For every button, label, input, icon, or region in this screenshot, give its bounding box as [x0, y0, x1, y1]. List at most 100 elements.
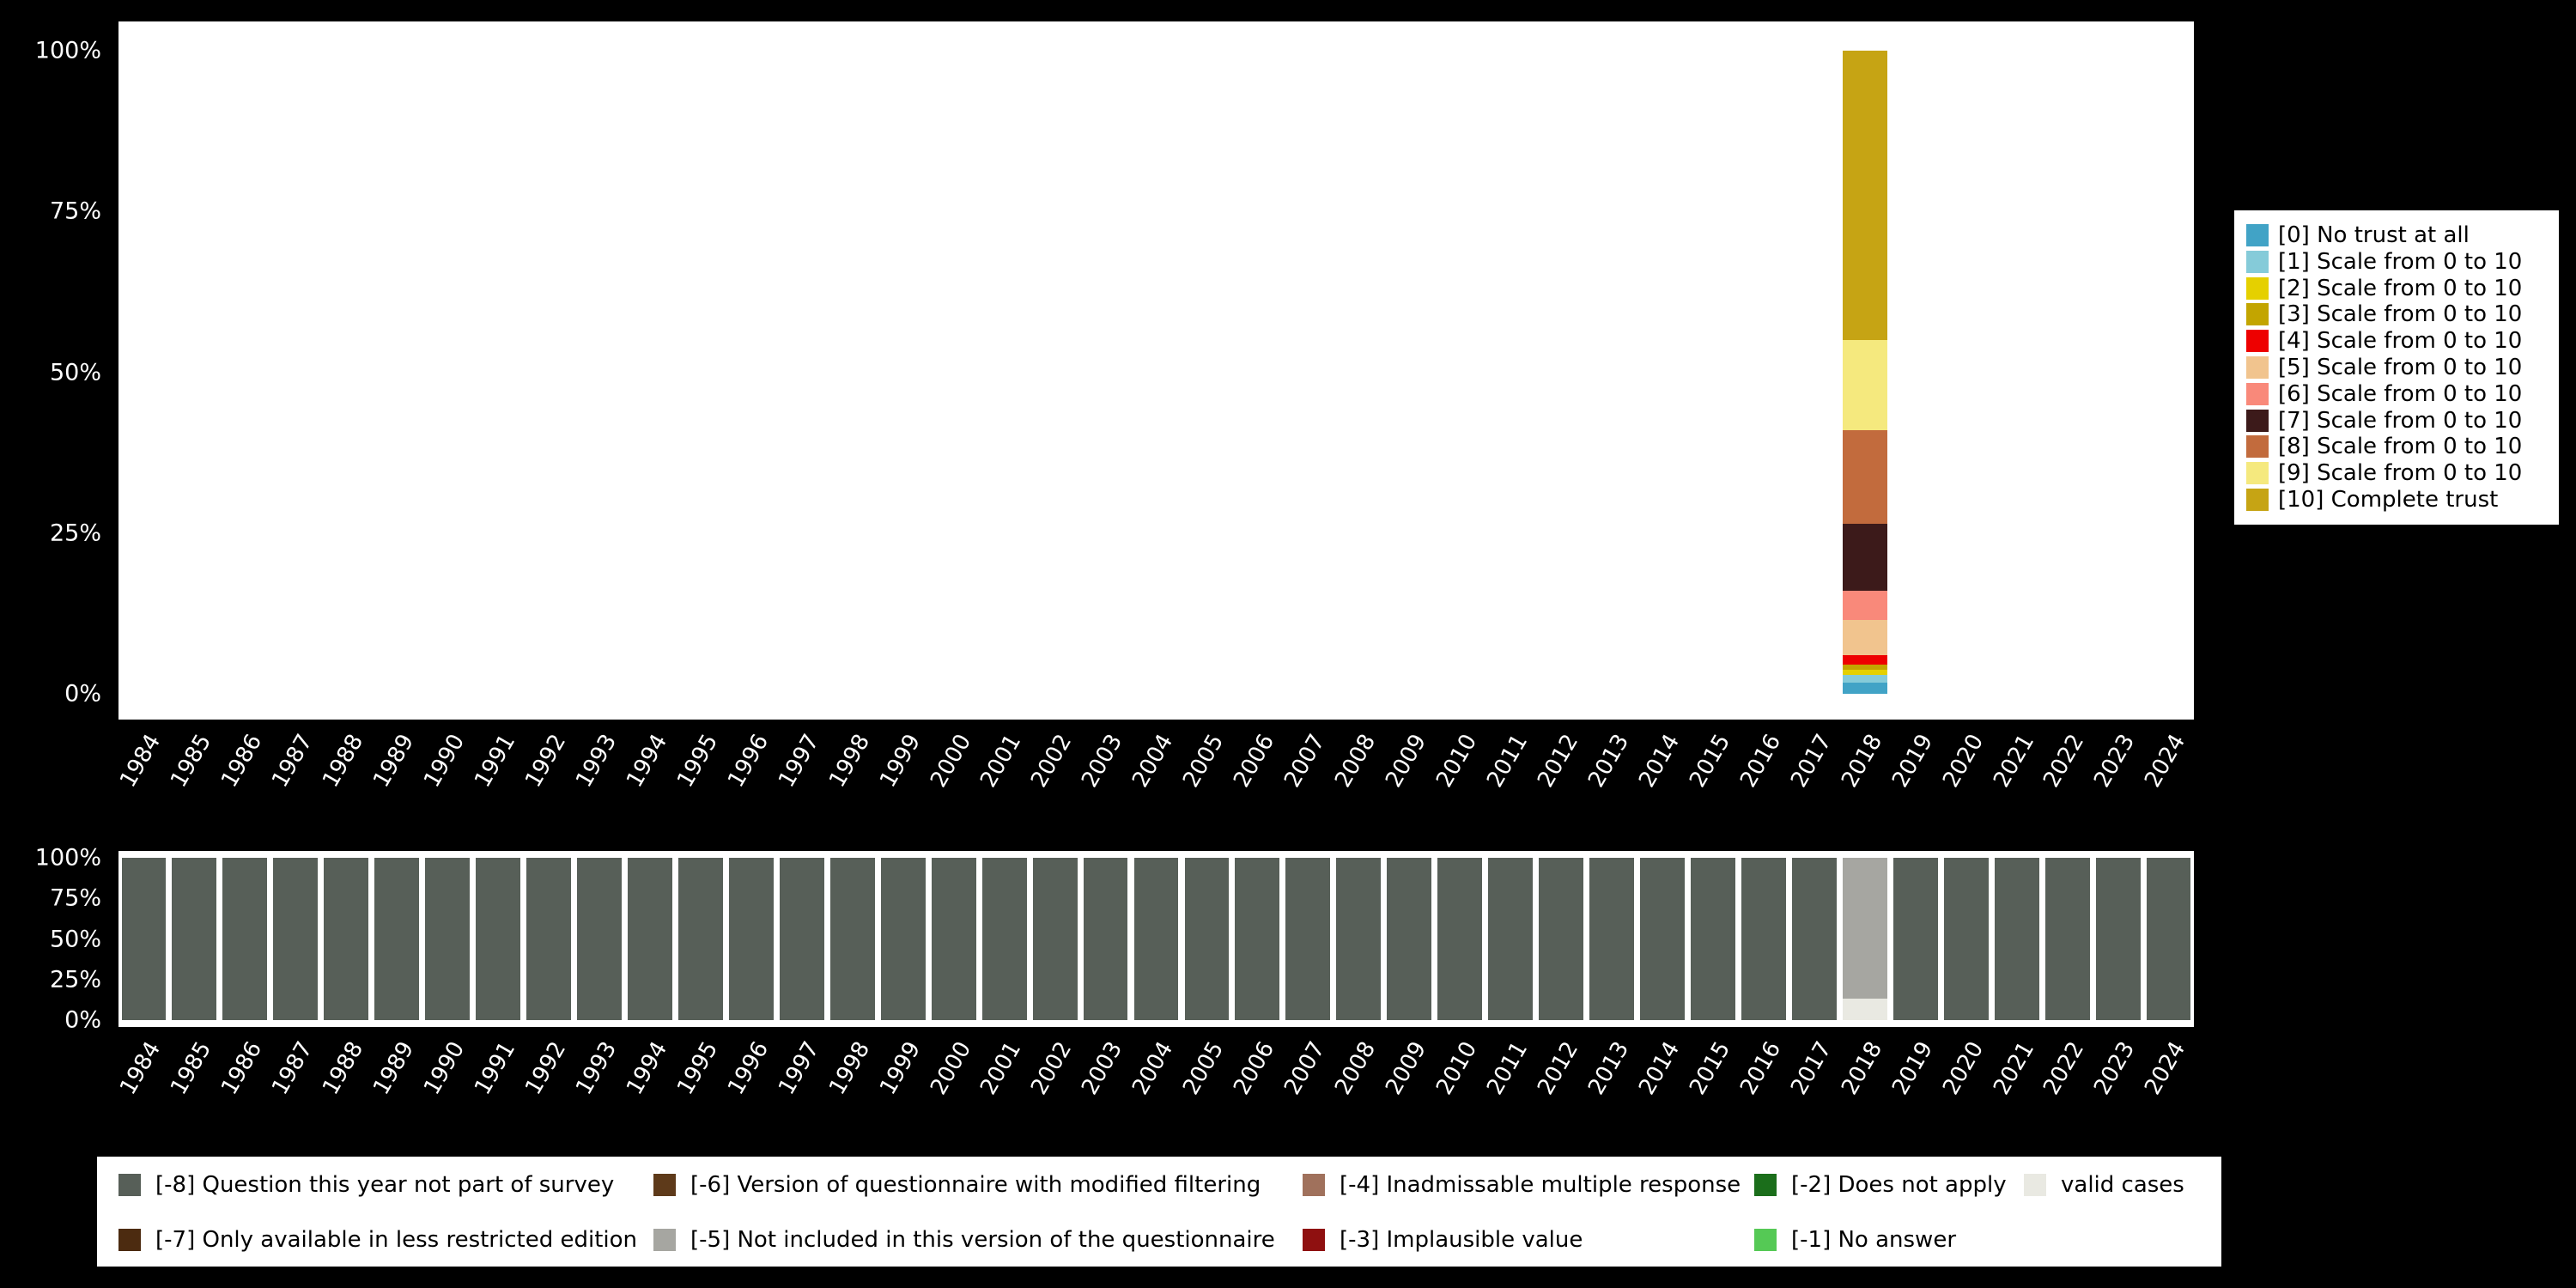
legend-item: [6] Scale from 0 to 10: [2246, 381, 2547, 407]
x-axis-year-label: 2007: [1279, 730, 1331, 793]
y-axis-tick-label: 0%: [64, 1006, 101, 1034]
x-axis-year-label: 2017: [1785, 730, 1837, 793]
bar-segment-2018: [1842, 670, 1887, 675]
bar-segment-2018: [1842, 429, 1887, 524]
x-axis-year-label: 2023: [2089, 730, 2141, 793]
x-axis-year-label: 1988: [318, 1037, 369, 1100]
legend-item: [10] Complete trust: [2246, 487, 2547, 513]
x-axis-year-label: 2002: [1026, 730, 1078, 793]
x-axis-year-label: 2018: [1836, 730, 1887, 793]
top-chart-plot-area: [118, 21, 2194, 720]
legend-label: [-7] Only available in less restricted e…: [155, 1227, 638, 1253]
y-axis-tick-label: 25%: [49, 966, 101, 993]
bar-segment-1991: [476, 858, 521, 1020]
bottom-chart-x-axis: 1984 1985 1986 1987 1988 1989 1990 1991 1992 1993…: [115, 1027, 2194, 1164]
bar-segment-2011: [1488, 858, 1534, 1020]
x-axis-year-label: 1995: [671, 1037, 723, 1100]
bar-segment-2018: [1842, 683, 1887, 694]
x-axis-year-label: 2008: [1330, 730, 1382, 793]
x-axis-year-label: 2000: [925, 1037, 976, 1100]
legend-swatch: [118, 1229, 141, 1251]
x-axis-year-label: 1998: [823, 730, 875, 793]
bar-segment-2017: [1791, 858, 1837, 1020]
x-axis-year-label: 1984: [115, 730, 167, 793]
x-axis-year-label: 2019: [1886, 1037, 1938, 1100]
legend-label: [2] Scale from 0 to 10: [2278, 275, 2523, 301]
legend-swatch: [1303, 1229, 1325, 1251]
bar-segment-2023: [2095, 858, 2141, 1020]
legend-label: [8] Scale from 0 to 10: [2278, 434, 2523, 460]
bar-segment-2012: [1539, 858, 1584, 1020]
bar-segment-2005: [1184, 858, 1230, 1020]
x-axis-year-label: 2013: [1583, 730, 1635, 793]
legend-swatch: [118, 1174, 141, 1196]
bar-segment-1992: [526, 858, 572, 1020]
x-axis-year-label: 1996: [722, 730, 774, 793]
legend-label: [10] Complete trust: [2278, 486, 2499, 513]
legend-swatch: [2246, 303, 2269, 326]
x-axis-year-label: 2019: [1886, 730, 1938, 793]
legend-item: valid cases: [2024, 1172, 2184, 1198]
x-axis-year-label: 1991: [470, 1037, 521, 1100]
legend-swatch: [2246, 224, 2269, 246]
x-axis-year-label: 2004: [1127, 1037, 1179, 1100]
legend-item: [3] Scale from 0 to 10: [2246, 301, 2547, 327]
x-axis-year-label: 1997: [773, 1037, 824, 1100]
x-axis-year-label: 1995: [671, 730, 723, 793]
x-axis-year-label: 2024: [2140, 730, 2191, 793]
bar-segment-2018: [1842, 340, 1887, 430]
legend-swatch: [1754, 1229, 1777, 1251]
bar-segment-1988: [324, 858, 369, 1020]
legend-swatch: [2246, 355, 2269, 379]
legend-item: [7] Scale from 0 to 10: [2246, 408, 2547, 434]
x-axis-year-label: 1994: [621, 1037, 672, 1100]
bar-segment-2018: [1842, 655, 1887, 665]
x-axis-year-label: 2022: [2038, 730, 2090, 793]
legend-swatch: [2246, 409, 2269, 432]
bar-segment-1996: [728, 858, 774, 1020]
legend-label: [9] Scale from 0 to 10: [2278, 460, 2523, 487]
bar-segment-1990: [425, 858, 471, 1020]
x-axis-year-label: 2015: [1684, 1037, 1735, 1100]
bar-segment-1994: [628, 858, 672, 1020]
legend-swatch: [2246, 330, 2269, 353]
legend-label: [-4] Inadmissable multiple response: [1340, 1172, 1741, 1198]
bar-segment-2002: [1032, 858, 1078, 1020]
x-axis-year-label: 1999: [874, 730, 926, 793]
legend-swatch: [1303, 1174, 1325, 1196]
bar-segment-2019: [1893, 858, 1938, 1020]
bar-segment-2018: [1842, 674, 1887, 683]
x-axis-year-label: 2020: [1937, 730, 1989, 793]
legend-swatch: [2246, 276, 2269, 300]
x-axis-year-label: 1998: [823, 1037, 875, 1100]
x-axis-year-label: 1993: [570, 1037, 623, 1100]
bar-segment-2000: [931, 858, 976, 1020]
legend-item: [-3] Implausible value: [1303, 1227, 1583, 1253]
y-axis-tick-label: 100%: [34, 844, 101, 872]
x-axis-year-label: 2024: [2140, 1037, 2191, 1100]
x-axis-year-label: 2015: [1684, 730, 1735, 793]
x-axis-year-label: 2003: [1077, 730, 1128, 793]
x-axis-year-label: 2006: [1229, 730, 1280, 793]
x-axis-year-label: 2005: [1178, 1037, 1230, 1100]
legend-swatch: [2024, 1174, 2046, 1196]
x-axis-year-label: 2022: [2038, 1037, 2090, 1100]
x-axis-year-label: 2012: [1533, 1037, 1584, 1100]
x-axis-year-label: 1989: [368, 730, 420, 793]
x-axis-year-label: 1999: [874, 1037, 926, 1100]
bar-segment-1993: [577, 858, 622, 1020]
x-axis-year-label: 1985: [166, 1037, 217, 1100]
legend-item: [2] Scale from 0 to 10: [2246, 276, 2547, 301]
legend-swatch: [2246, 250, 2269, 273]
legend-swatch: [2246, 435, 2269, 459]
legend-item: [-8] Question this year not part of surv…: [118, 1172, 614, 1198]
legend-label: [-2] Does not apply: [1791, 1172, 2007, 1198]
x-axis-year-label: 1986: [216, 730, 268, 793]
legend-item: [8] Scale from 0 to 10: [2246, 434, 2547, 459]
legend-swatch: [2246, 462, 2269, 485]
y-axis-tick-label: 50%: [49, 926, 101, 952]
bottom-chart-plot-area: [118, 851, 2194, 1027]
y-axis-tick-label: 50%: [49, 359, 101, 386]
x-axis-year-label: 2016: [1735, 730, 1786, 793]
